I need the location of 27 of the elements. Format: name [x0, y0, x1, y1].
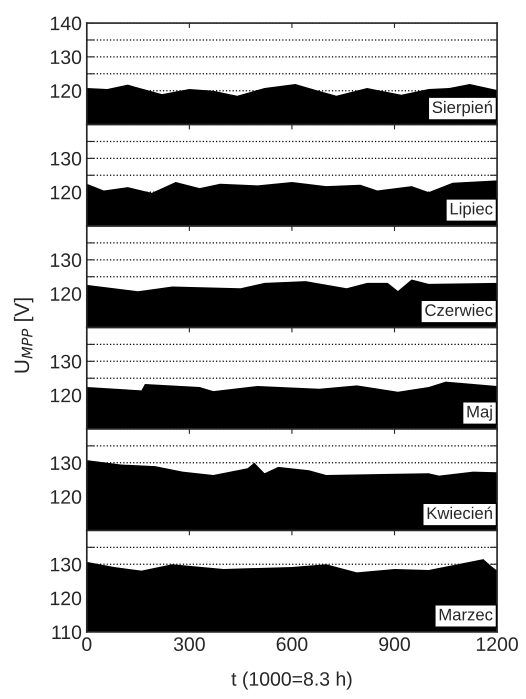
- y-tick-label: 130: [50, 558, 82, 572]
- annotation: Marzec: [440, 608, 493, 620]
- y-tick-label: 130: [50, 253, 82, 268]
- x-tick-label: 1200: [476, 637, 518, 652]
- x-tick-label: 0: [82, 637, 92, 652]
- x-tick-label: 900: [379, 637, 410, 652]
- y-tick-label: 130: [50, 456, 82, 470]
- y-tick-label: 120: [50, 186, 82, 200]
- y-tick-label: 140: [50, 16, 82, 30]
- x-axis-title: t (1000=8.3 h): [231, 672, 352, 690]
- y-tick-label: 120: [50, 592, 82, 606]
- y-tick-label: 120: [50, 490, 82, 504]
- annotation: Sierpień: [432, 100, 492, 116]
- y-tick-label: 120: [50, 84, 82, 98]
- annotation: Kwiecień: [428, 506, 492, 520]
- y-tick-label: 130: [50, 152, 82, 166]
- x-tick-label: 300: [174, 637, 205, 652]
- annotation: Maj: [467, 405, 492, 421]
- y-tick-label: 120: [50, 287, 82, 301]
- y-tick-label: 110: [52, 625, 82, 640]
- annotation: Lipiec: [450, 202, 493, 218]
- annotation: Czerwiec: [425, 304, 493, 316]
- x-tick-label: 600: [276, 637, 308, 652]
- y-tick-label: 130: [50, 50, 82, 64]
- y-tick-label: 130: [50, 354, 82, 369]
- y-tick-label: 120: [50, 388, 82, 402]
- y-axis-title: U$_{MPP}$ [V]: [14, 298, 34, 373]
